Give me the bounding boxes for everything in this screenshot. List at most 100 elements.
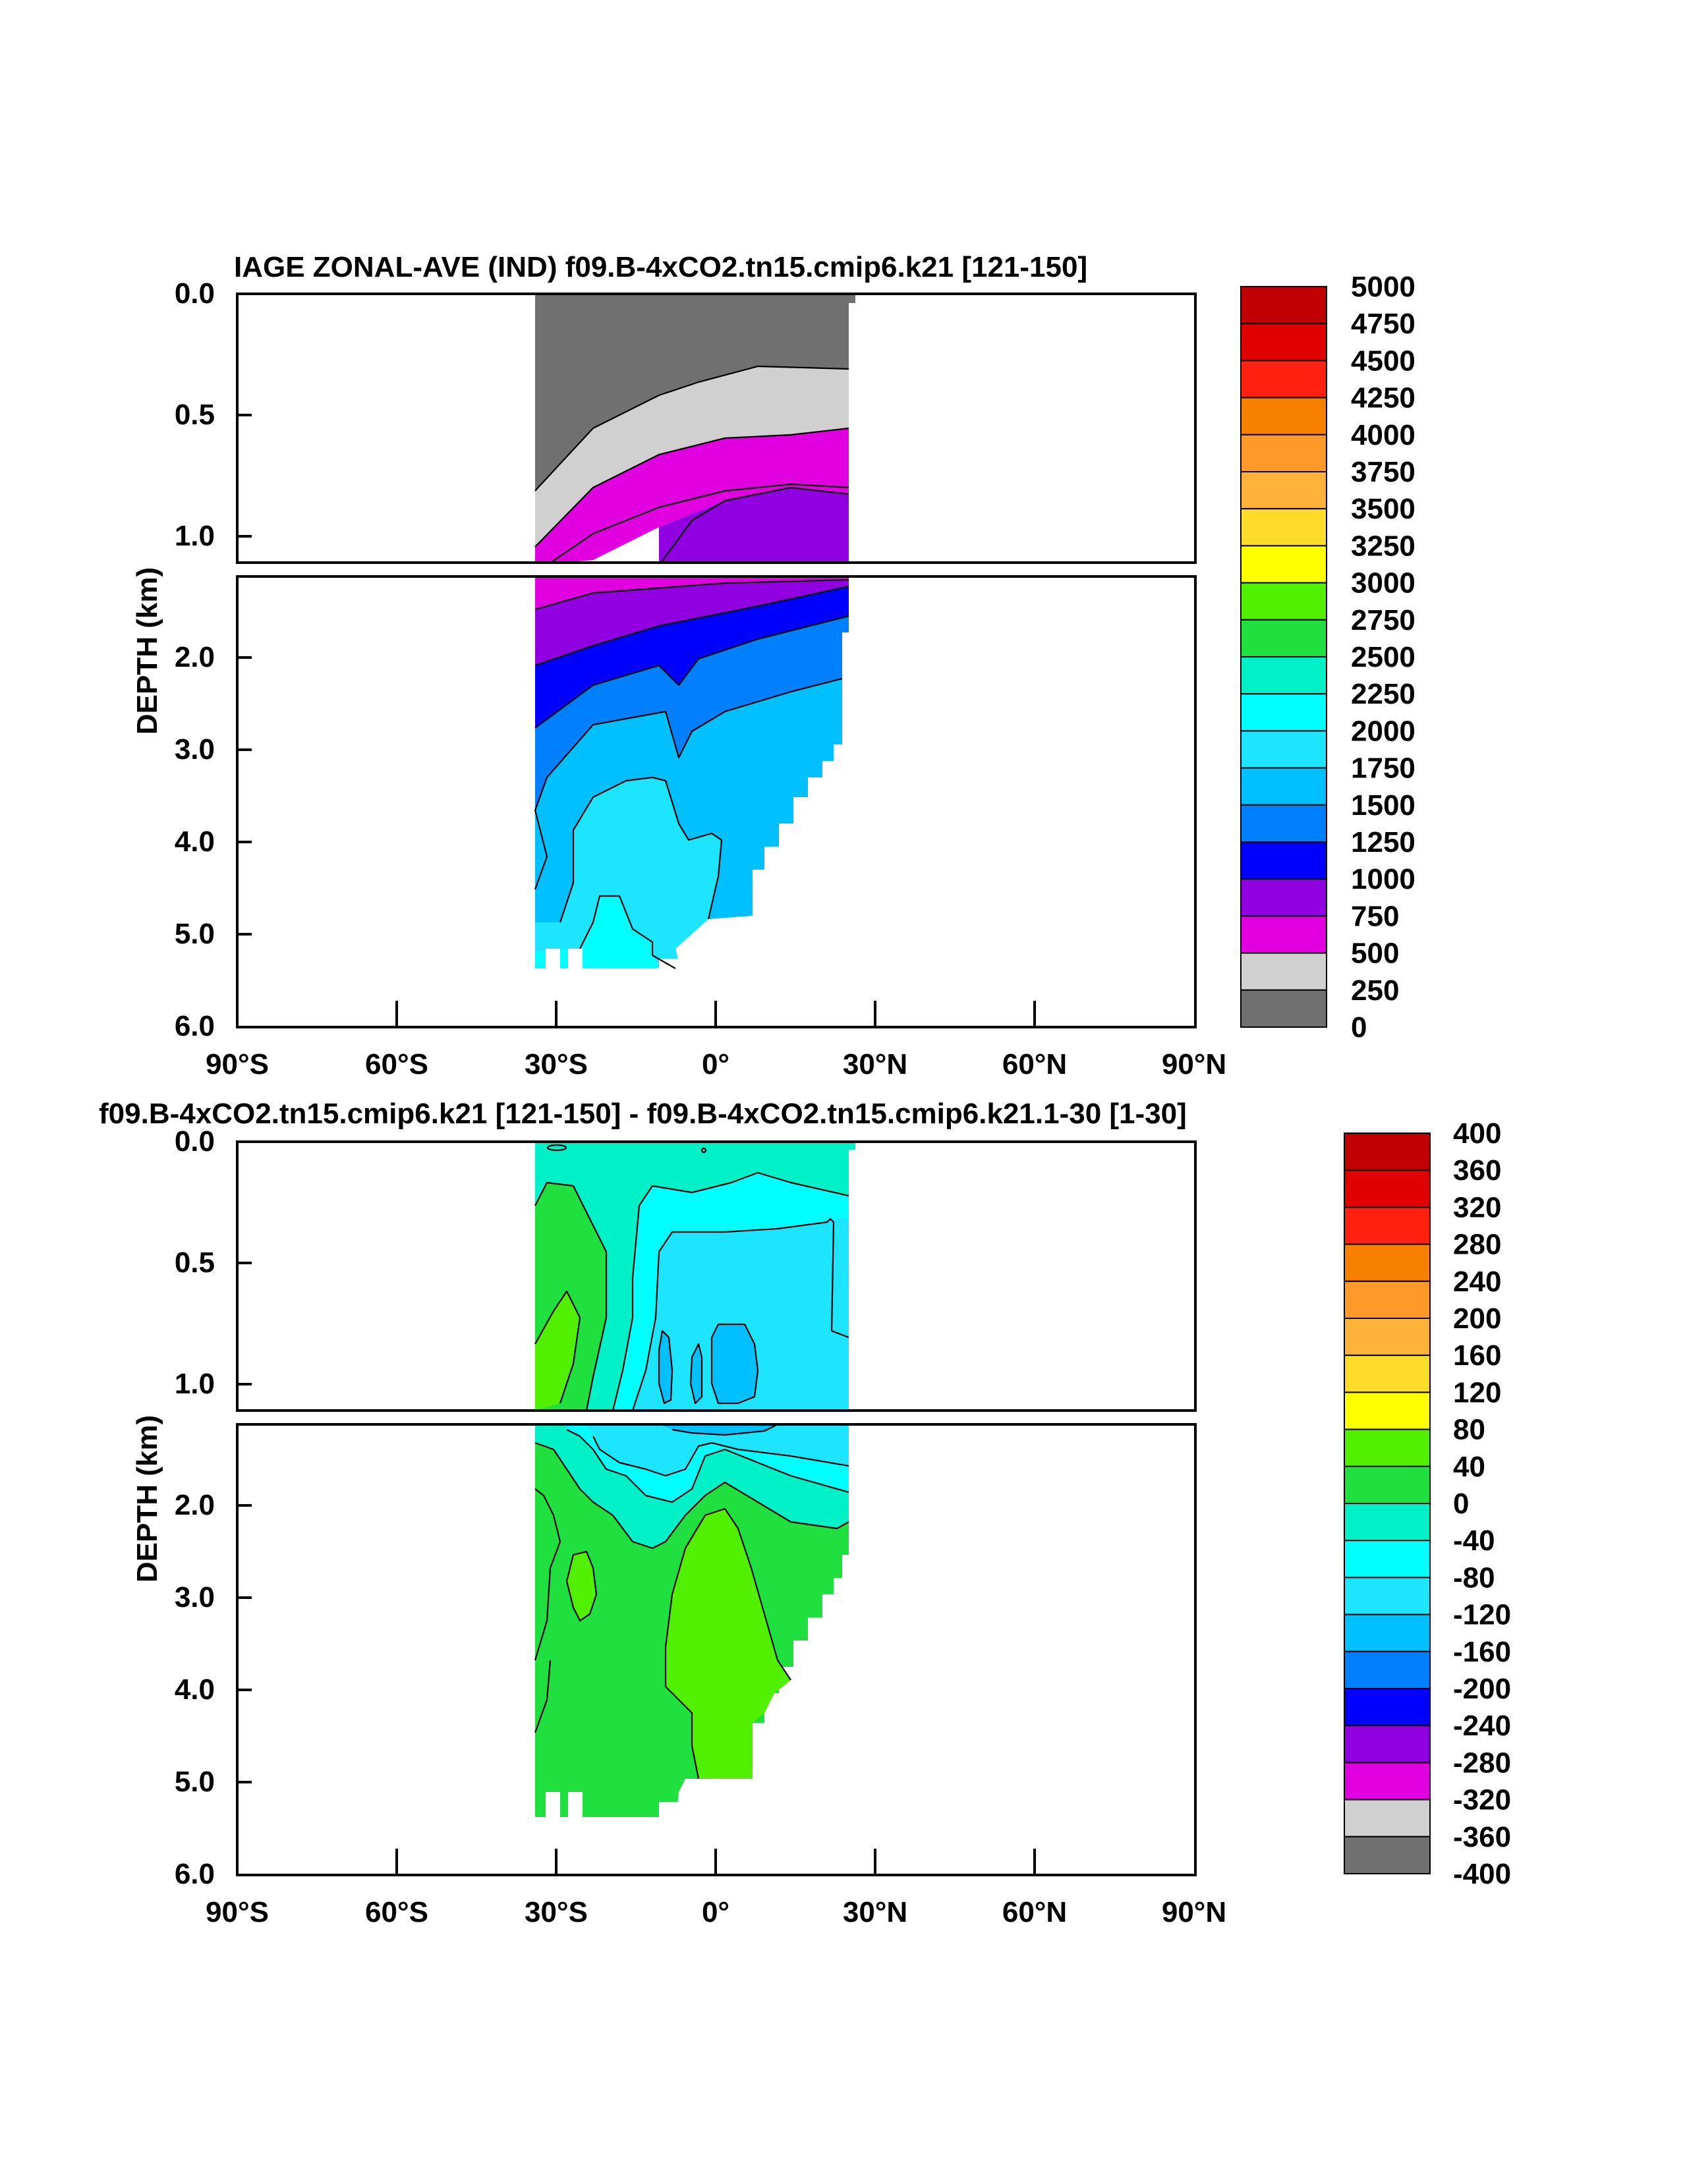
colorbar-box (1240, 397, 1327, 435)
p2-ytick-2: 1.0 (175, 1368, 215, 1400)
colorbar-box (1240, 508, 1327, 547)
colorbar-label: -320 (1453, 1784, 1511, 1816)
p1-xtick-0: 90°S (206, 1048, 269, 1080)
colorbar-box (1344, 1762, 1431, 1801)
panel-2: f09.B-4xCO2.tn15.cmip6.k21 [121-150] - f… (99, 1098, 1511, 1928)
p1-xtick-2: 30°S (525, 1048, 588, 1080)
p2-ytick-0: 0.0 (175, 1125, 215, 1158)
panel-1-title: IAGE ZONAL-AVE (IND) f09.B-4xCO2.tn15.cm… (234, 251, 1087, 283)
p2-xtick-5: 60°N (1002, 1896, 1067, 1928)
field-cyan-light-lower (586, 1424, 849, 1476)
colorbar-label: 2250 (1351, 678, 1415, 710)
field-purple-upper (659, 488, 849, 563)
colorbar-label: 280 (1453, 1229, 1501, 1261)
colorbar-box (1344, 1280, 1431, 1320)
colorbar-box (1240, 915, 1327, 954)
colorbar-box (1344, 1465, 1431, 1505)
colorbar-label: -360 (1453, 1821, 1511, 1853)
p1-ytick-3: 2.0 (175, 641, 215, 673)
field-lime-blob (567, 1552, 596, 1621)
colorbar-label: 360 (1453, 1154, 1501, 1187)
colorbar-label: 2500 (1351, 641, 1415, 673)
colorbar-box (1240, 656, 1327, 695)
field-gray-light (535, 366, 849, 547)
field-teal-upper (535, 1142, 855, 1411)
p1-ytick-0: 0.0 (175, 277, 215, 310)
colorbar-box (1240, 952, 1327, 991)
p1-ytick-4: 3.0 (175, 733, 215, 766)
bottom-gap-1 (546, 949, 560, 975)
panel-2-upper-frame (236, 1140, 1197, 1412)
panel-2-colorbar: 40036032028024020016012080400-40-80-120-… (1344, 1117, 1511, 1890)
colorbar-label: -40 (1453, 1525, 1495, 1557)
colorbar-box (1344, 1650, 1431, 1690)
colorbar-box (1240, 471, 1327, 510)
colorbar-label: 5000 (1351, 271, 1415, 303)
colorbar-label: 320 (1453, 1191, 1501, 1223)
colorbar-label: 3500 (1351, 493, 1415, 525)
colorbar-label: -200 (1453, 1673, 1511, 1705)
field-cyan-light (535, 777, 722, 968)
p2-ytick-4: 3.0 (175, 1581, 215, 1613)
colorbar-box (1344, 1133, 1431, 1171)
colorbar-label: 0 (1453, 1488, 1469, 1520)
panel-2-x-axis: 90°S 60°S 30°S 0° 30°N 60°N 90°N (206, 1849, 1226, 1928)
colorbar-box (1240, 545, 1327, 584)
colorbar-label: 3750 (1351, 456, 1415, 488)
colorbar-box (1240, 693, 1327, 732)
colorbar-box (1240, 804, 1327, 843)
colorbar-box (1344, 1169, 1431, 1208)
colorbar-label: 500 (1351, 938, 1399, 970)
colorbar-label: 200 (1453, 1302, 1501, 1335)
colorbar-label: 2750 (1351, 604, 1415, 636)
colorbar-box (1344, 1688, 1431, 1727)
colorbar-box (1240, 878, 1327, 917)
colorbar-label: 160 (1453, 1339, 1501, 1372)
colorbar-label: 1000 (1351, 863, 1415, 895)
colorbar-box (1344, 1725, 1431, 1764)
p1-ytick-2: 1.0 (175, 520, 215, 552)
panel-1-upper-frame (236, 293, 1197, 564)
p2-xtick-1: 60°S (365, 1896, 428, 1928)
p1-ytick-1: 0.5 (175, 399, 215, 431)
colorbar-box (1344, 1428, 1431, 1467)
p1-ylabel: DEPTH (km) (131, 567, 163, 735)
colorbar-label: 1500 (1351, 789, 1415, 822)
colorbar-label: 4000 (1351, 419, 1415, 451)
p2-xtick-4: 30°N (843, 1896, 907, 1928)
colorbar-label: 750 (1351, 900, 1399, 932)
p1-xtick-4: 30°N (843, 1048, 907, 1080)
field-lime-upper (535, 1291, 580, 1411)
field-purple-lower (535, 580, 849, 665)
colorbar-box (1240, 841, 1327, 880)
colorbar-label: 3000 (1351, 567, 1415, 600)
colorbar-box (1344, 1835, 1431, 1875)
colorbar-label: 250 (1351, 974, 1399, 1007)
colorbar-label: 0 (1351, 1011, 1367, 1044)
colorbar-label: 40 (1453, 1451, 1485, 1483)
panel-1-y-axis: 0.0 0.5 1.0 2.0 3.0 4.0 5.0 6.0 DEPTH (k… (131, 277, 252, 1042)
colorbar-label: 80 (1453, 1414, 1485, 1446)
p2-ytick-1: 0.5 (175, 1246, 215, 1279)
colorbar-box (1344, 1540, 1431, 1579)
colorbar-box (1240, 582, 1327, 621)
panel-1: IAGE ZONAL-AVE (IND) f09.B-4xCO2.tn15.cm… (131, 251, 1415, 1080)
panel-2-title: f09.B-4xCO2.tn15.cmip6.k21 [121-150] - f… (99, 1098, 1187, 1130)
p1-xtick-3: 0° (702, 1048, 729, 1080)
panel-1-lower-field (534, 576, 849, 1009)
p1-xtick-1: 60°S (365, 1048, 428, 1080)
p1-xtick-5: 60°N (1002, 1048, 1067, 1080)
panel-1-colorbar: 5000475045004250400037503500325030002750… (1240, 271, 1415, 1044)
colorbar-label: 120 (1453, 1376, 1501, 1409)
panel-2-y-axis: 0.0 0.5 1.0 2.0 3.0 4.0 5.0 6.0 DEPTH (k… (131, 1125, 252, 1890)
p2-ytick-7: 6.0 (175, 1858, 215, 1890)
colorbar-label: -80 (1453, 1561, 1495, 1594)
field-gray-dark (535, 294, 855, 491)
panel-1-x-axis: 90°S 60°S 30°S 0° 30°N 60°N 90°N (206, 1001, 1226, 1080)
field-blue (535, 586, 849, 728)
colorbar-box (1344, 1503, 1431, 1542)
field-sky-blob-2 (691, 1344, 702, 1403)
p2-xtick-6: 90°N (1162, 1896, 1226, 1928)
colorbar-box (1240, 286, 1327, 325)
